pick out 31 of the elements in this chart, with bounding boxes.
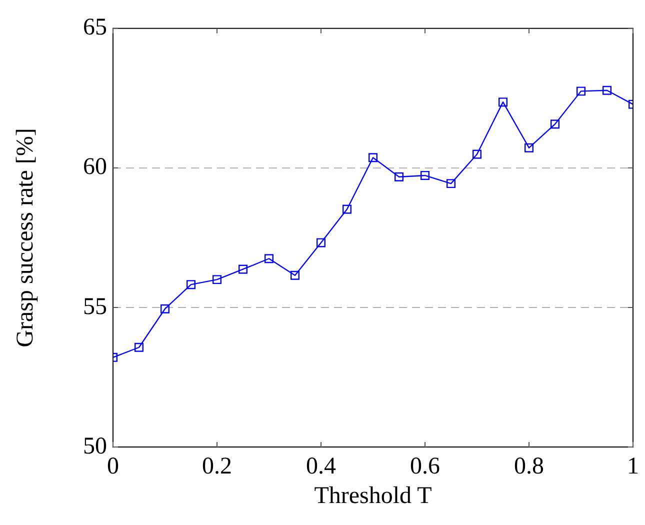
point [524, 143, 534, 152]
point [134, 342, 144, 352]
x-tick-label: 0.6 [410, 454, 440, 480]
point [264, 254, 274, 264]
point [550, 120, 560, 129]
x-tick-label: 1 [627, 454, 639, 480]
point [420, 170, 430, 180]
point [472, 150, 482, 159]
point [602, 86, 612, 95]
point [316, 238, 326, 248]
x-tick-label: 0 [107, 454, 119, 480]
x-tick-label: 0.2 [202, 454, 232, 480]
x-tick-label: 0.4 [306, 454, 336, 480]
point [394, 172, 404, 182]
point [160, 304, 170, 314]
point [446, 179, 456, 188]
point [576, 86, 586, 96]
point [290, 270, 300, 280]
point [238, 264, 248, 274]
point [186, 280, 196, 290]
x-tick-label: 0.8 [514, 454, 544, 480]
point [498, 98, 508, 107]
y-tick-label: 50 [83, 433, 107, 460]
y-tick-label: 60 [83, 154, 107, 180]
y-tick-label: 65 [83, 14, 107, 41]
point [212, 275, 222, 284]
point [342, 204, 352, 214]
y-tick-label: 55 [83, 294, 107, 320]
point [368, 153, 378, 162]
x-axis-title: Threshold T [314, 482, 432, 509]
y-axis-title: Grasp success rate [%] [12, 128, 39, 348]
